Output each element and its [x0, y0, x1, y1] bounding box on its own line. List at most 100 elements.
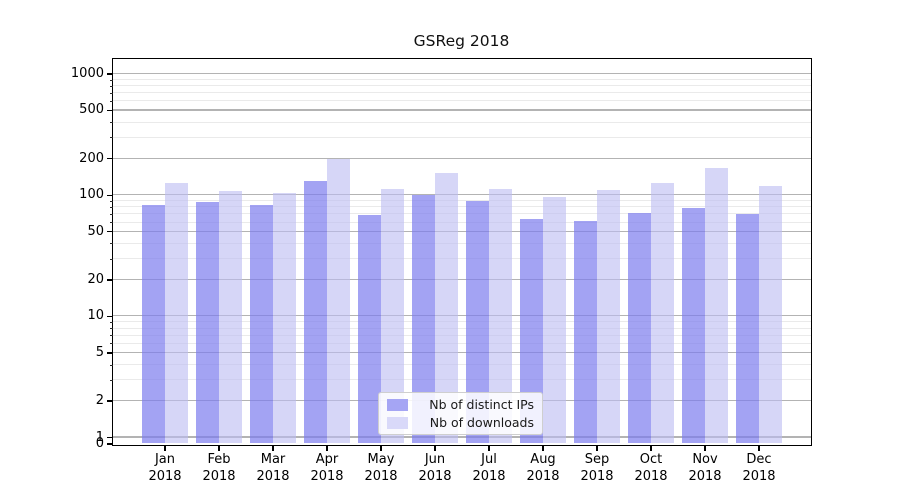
x-tick-mark — [650, 445, 652, 451]
x-tick-label: Oct 2018 — [634, 452, 668, 484]
bar-downloads — [272, 193, 296, 444]
legend-swatch-downloads — [387, 416, 408, 429]
x-tick-label: Jan 2018 — [148, 452, 182, 484]
y-tick-label: 20 — [87, 271, 104, 287]
gridline-minor — [112, 364, 811, 366]
gridline-major — [112, 72, 811, 75]
bar-distinct-ips — [249, 205, 273, 444]
x-tick-mark — [434, 445, 436, 451]
gridline-minor — [112, 221, 811, 223]
gridline-major — [112, 278, 811, 280]
y-minor-tick-mark — [109, 200, 113, 202]
y-tick-mark — [106, 315, 113, 318]
y-minor-tick-mark — [109, 122, 113, 124]
y-minor-tick-mark — [109, 258, 113, 260]
gridline-minor — [112, 334, 811, 336]
y-tick-label: 200 — [79, 150, 104, 166]
legend-label-downloads: Nb of downloads — [429, 415, 534, 430]
x-tick-mark — [596, 445, 598, 451]
y-minor-tick-mark — [109, 335, 113, 337]
y-tick-mark — [106, 158, 113, 160]
y-tick-mark — [106, 279, 113, 281]
bar-distinct-ips — [465, 200, 489, 444]
bar-downloads — [218, 191, 242, 444]
bar-distinct-ips — [573, 220, 597, 444]
gridline-minor — [112, 213, 811, 215]
x-tick-label: Mar 2018 — [256, 452, 290, 484]
y-tick-label: 1000 — [70, 65, 104, 81]
x-tick-mark — [380, 445, 382, 451]
bar-downloads — [488, 188, 512, 444]
x-tick-label: Feb 2018 — [202, 452, 236, 484]
y-tick-label: 500 — [79, 102, 104, 118]
bar-distinct-ips — [141, 205, 165, 444]
x-tick-mark — [272, 445, 274, 451]
x-tick-label: Aug 2018 — [526, 452, 560, 484]
y-tick-label: 100 — [79, 187, 104, 203]
x-tick-label: Nov 2018 — [688, 452, 722, 484]
legend-swatch-distinct-ips — [387, 398, 408, 411]
x-tick-mark — [542, 445, 544, 451]
bar-downloads — [650, 183, 674, 444]
x-tick-mark — [758, 445, 760, 451]
legend-item-downloads: Nb of downloads — [387, 415, 534, 430]
bar-distinct-ips — [195, 201, 219, 444]
bar-distinct-ips — [411, 194, 435, 444]
bar-downloads — [596, 189, 620, 444]
bar-distinct-ips — [681, 207, 705, 444]
y-minor-tick-mark — [109, 137, 113, 139]
gridline-minor — [112, 100, 811, 102]
y-minor-tick-mark — [109, 222, 113, 224]
bar-downloads — [326, 159, 350, 444]
legend: Nb of distinct IPs Nb of downloads — [378, 392, 543, 435]
bar-downloads — [542, 196, 566, 444]
y-minor-tick-mark — [109, 206, 113, 208]
y-tick-mark — [106, 436, 113, 439]
bar-downloads — [164, 183, 188, 444]
y-tick-label: 5 — [95, 344, 104, 360]
x-tick-mark — [218, 445, 220, 451]
y-minor-tick-mark — [109, 92, 113, 94]
plot-area — [111, 57, 812, 446]
gridline-minor — [112, 121, 811, 123]
y-tick-label: 50 — [87, 223, 104, 239]
x-tick-label: Jul 2018 — [472, 452, 506, 484]
gridline-minor — [112, 79, 811, 81]
gridline-minor — [112, 136, 811, 138]
y-minor-tick-mark — [109, 364, 113, 366]
chart-title: GSReg 2018 — [413, 32, 510, 50]
bar-distinct-ips — [627, 213, 651, 444]
y-tick-mark — [106, 109, 113, 112]
x-tick-mark — [326, 445, 328, 451]
gridline-minor — [112, 92, 811, 94]
legend-item-distinct-ips: Nb of distinct IPs — [387, 397, 534, 412]
y-minor-tick-mark — [109, 343, 113, 345]
gridline-major — [112, 315, 811, 317]
y-minor-tick-mark — [109, 243, 113, 245]
y-tick-mark — [106, 194, 113, 196]
gridline-minor — [112, 206, 811, 208]
gridline-major — [112, 351, 811, 353]
y-tick-label: 10 — [87, 308, 104, 324]
bar-downloads — [758, 185, 782, 444]
y-tick-label: 1 — [95, 429, 104, 445]
x-tick-label: Sep 2018 — [580, 452, 614, 484]
bar-distinct-ips — [303, 180, 327, 444]
x-tick-label: Dec 2018 — [742, 452, 776, 484]
bar-downloads — [380, 188, 404, 444]
y-minor-tick-mark — [109, 100, 113, 102]
x-tick-label: May 2018 — [364, 452, 398, 484]
x-tick-label: Jun 2018 — [418, 452, 452, 484]
y-minor-tick-mark — [109, 379, 113, 381]
bar-distinct-ips — [519, 218, 543, 444]
gridline-major — [112, 436, 811, 438]
y-tick-mark — [106, 231, 113, 233]
x-tick-mark — [704, 445, 706, 451]
gridline-minor — [112, 342, 811, 344]
y-minor-tick-mark — [109, 321, 113, 323]
y-tick-mark — [106, 443, 113, 445]
gridline-minor — [112, 242, 811, 244]
gridline-minor — [112, 85, 811, 87]
bar-distinct-ips — [357, 214, 381, 444]
